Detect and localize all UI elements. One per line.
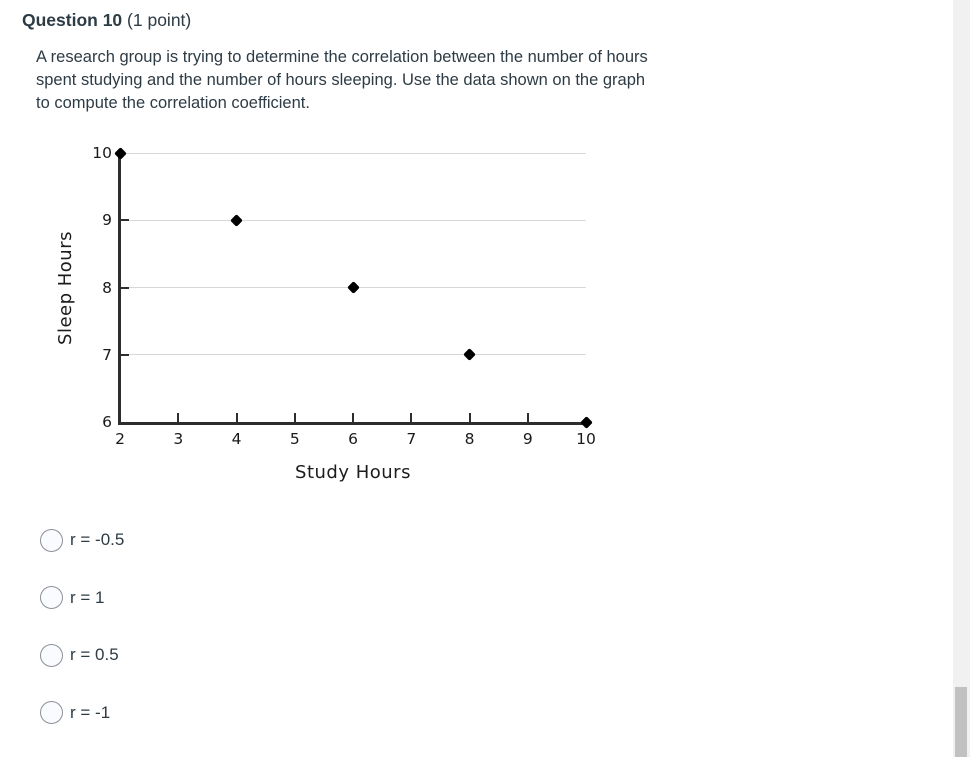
x-tick-label: 5: [289, 430, 300, 448]
x-axis-tick: [235, 413, 238, 422]
x-tick-label: 10: [576, 430, 596, 448]
x-axis-tick: [526, 413, 529, 422]
x-axis-tick: [468, 413, 471, 422]
x-axis-tick: [177, 413, 180, 422]
x-tick-label: 9: [522, 430, 533, 448]
answer-option-row[interactable]: r = -0.5: [40, 528, 124, 552]
vertical-scrollbar-thumb[interactable]: [955, 687, 967, 757]
question-points: (1 point): [127, 10, 191, 30]
data-point: [346, 281, 360, 294]
y-axis-tick: [120, 353, 129, 356]
answer-option-row[interactable]: r = 1: [40, 586, 124, 610]
answer-option-label[interactable]: r = 1: [70, 587, 105, 607]
y-axis-tick: [120, 219, 129, 222]
question-header: Question 10 (1 point): [22, 10, 191, 31]
answer-option-row[interactable]: r = -1: [40, 701, 124, 725]
grid-line: [120, 354, 586, 356]
y-tick-label: 7: [102, 345, 112, 364]
prompt-line: to compute the correlation coefficient.: [36, 94, 310, 112]
x-tick-label: 8: [464, 430, 475, 448]
answer-option-row[interactable]: r = 0.5: [40, 643, 124, 667]
grid-line: [120, 219, 586, 221]
y-tick-label: 9: [102, 211, 112, 230]
answer-option-label[interactable]: r = 0.5: [70, 645, 119, 664]
data-point: [113, 146, 127, 160]
answer-option-label[interactable]: r = -0.5: [70, 530, 125, 549]
x-axis-line: [118, 422, 588, 425]
x-axis-title: Study Hours: [295, 462, 411, 483]
answer-option-label[interactable]: r = -1: [70, 702, 111, 722]
x-axis-tick: [352, 413, 354, 422]
x-tick-label: 4: [231, 430, 242, 448]
y-axis-line: [118, 153, 121, 424]
data-point: [579, 415, 593, 429]
question-title: Question 10: [22, 10, 123, 30]
x-axis-tick: [293, 413, 296, 422]
vertical-scrollbar-track[interactable]: [953, 0, 970, 757]
radio-button-unselected[interactable]: [40, 528, 63, 552]
x-tick-label: 2: [115, 430, 125, 448]
data-point: [230, 213, 243, 227]
y-axis-tick: [120, 286, 129, 289]
question-prompt: A research group is trying to determine …: [36, 46, 648, 115]
x-tick-label: 6: [348, 430, 358, 448]
answer-options: r = -0.5 r = 1 r = 0.5 r = -1: [40, 528, 124, 757]
x-axis-tick: [410, 413, 413, 422]
x-tick-label: 3: [173, 430, 184, 448]
y-tick-label: 6: [102, 413, 112, 431]
question-points-text: (1 point): [127, 10, 192, 30]
y-tick-label: 8: [102, 278, 112, 297]
radio-button-unselected[interactable]: [40, 643, 63, 667]
data-point: [463, 348, 476, 362]
prompt-line: A research group is trying to determine …: [36, 48, 648, 66]
prompt-line: spent studying and the number of hours s…: [36, 71, 646, 89]
y-tick-label: 10: [92, 144, 112, 162]
radio-button-unselected[interactable]: [40, 701, 63, 724]
radio-button-unselected[interactable]: [40, 586, 63, 609]
x-tick-label: 7: [406, 430, 417, 448]
scatter-chart: Sleep Hours Study Hours 6 7 8 9 10 2 3 4 5 6 7 8 9 10: [40, 140, 640, 490]
grid-line: [120, 152, 586, 154]
